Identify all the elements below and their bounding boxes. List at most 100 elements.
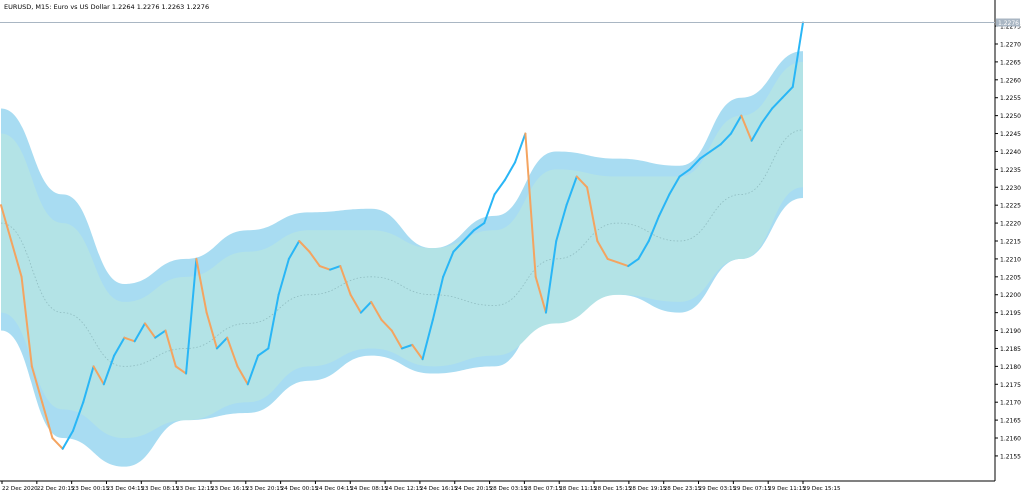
price-bar-up [555,204,568,242]
price-bar-up [431,275,445,321]
y-tick-label: 1.2200 [1000,292,1021,299]
price-bar-down [740,114,753,142]
y-tick-label: 1.2225 [1000,203,1021,210]
price-bar-up [719,132,733,146]
price-bar-down [349,293,362,314]
price-bar-up [647,214,661,242]
price-bar-down [0,204,13,242]
x-tick-label: 29 Dec 03:15 [699,486,737,492]
price-bar-up [544,240,558,314]
price-bar-up [514,132,527,164]
price-bar-down [10,240,23,278]
x-tick-label: 29 Dec 15:15 [803,486,841,492]
x-tick-label: 28 Dec 07:15 [524,486,562,492]
y-tick-label: 1.2245 [1000,131,1021,138]
price-bar-down [606,257,619,264]
y-tick-label: 1.2180 [1000,364,1021,371]
price-bar-up [472,222,486,232]
price-bar-down [575,175,589,189]
price-bar-up [781,85,794,99]
y-tick-label: 1.2250 [1000,113,1021,120]
price-bar-down [390,329,403,350]
price-bar-down [524,132,537,278]
chart-title: EURUSD, M15: Euro vs US Dollar 1.2264 1.… [4,3,210,11]
price-bar-down [411,343,424,361]
x-tick-label: 29 Dec 11:15 [768,486,806,492]
price-bar-down [20,275,33,368]
x-tick-label: 28 Dec 15:15 [594,486,632,492]
price-bar-up [503,161,517,182]
x-tick-label: 24 Dec 00:15 [281,486,319,492]
price-bar-up [185,257,198,375]
price-bar-up [627,257,640,268]
price-bar-up [133,322,146,343]
price-bar-up [730,114,743,135]
price-bar-up [154,329,167,339]
y-tick-label: 1.2275 [1000,24,1021,31]
y-tick-label: 1.2190 [1000,328,1021,335]
price-bar-up [246,354,260,386]
x-tick-label: 24 Dec 12:15 [385,486,423,492]
x-tick-label: 28 Dec 19:15 [629,486,667,492]
y-tick-label: 1.2165 [1000,418,1021,425]
y-tick-label: 1.2255 [1000,95,1021,102]
price-bar-down [380,318,393,332]
price-bar-up [699,150,712,160]
x-tick-label: 23 Dec 20:15 [246,486,284,492]
x-tick-label: 23 Dec 16:15 [211,486,249,492]
price-bar-up [71,401,85,432]
price-bar-up [329,265,342,271]
y-tick-label: 1.2185 [1000,346,1021,353]
price-bar-up [462,229,475,242]
price-bar-up [257,347,270,357]
y-tick-label: 1.2205 [1000,274,1021,281]
x-tick-label: 23 Dec 08:15 [141,486,179,492]
price-bar-up [668,175,681,196]
price-bar-down [370,300,383,321]
price-bar-up [277,257,290,296]
price-bar-down [339,265,352,296]
x-tick-label: 22 Dec 20:15 [37,486,75,492]
price-bar-up [421,318,434,361]
price-bar-down [164,329,177,368]
price-bar-up [678,168,691,178]
y-tick-label: 1.2235 [1000,167,1021,174]
price-bar-up [688,157,702,171]
price-bar-up [760,107,774,124]
y-tick-label: 1.2210 [1000,256,1021,263]
price-bar-down [534,275,547,314]
price-bar-up [113,336,126,357]
price-bar-down [30,365,44,404]
price-bar-down [616,261,630,268]
price-bar-up [750,121,763,142]
x-tick-label: 22 Dec 2020 [2,486,38,492]
price-bar-down [318,265,332,271]
current-price-label-bg [996,18,1020,27]
price-bar-up [483,193,496,225]
price-bar-down [596,240,609,260]
x-tick-label: 24 Dec 04:15 [315,486,353,492]
price-bar-up [102,354,116,386]
price-bar-down [298,240,311,253]
y-tick-label: 1.2240 [1000,149,1021,156]
x-tick-label: 23 Dec 00:15 [72,486,110,492]
price-bar-down [92,365,105,386]
price-bar-up [61,429,74,450]
y-tick-label: 1.2160 [1000,436,1021,443]
y-tick-label: 1.2220 [1000,221,1021,228]
current-price-label: 1.2276 [998,20,1019,27]
price-bar-up [493,179,506,196]
y-tick-label: 1.2170 [1000,400,1021,407]
price-bar-down [174,365,188,375]
price-bar-down [308,250,321,268]
price-bar-up [637,240,650,260]
price-bar-down [41,401,54,440]
price-bar-up [287,240,301,260]
y-tick-label: 1.2270 [1000,41,1021,48]
price-bar-up [658,193,671,217]
price-bar-up [215,336,229,350]
price-bar-up [452,240,465,253]
y-tick-label: 1.2215 [1000,239,1021,246]
